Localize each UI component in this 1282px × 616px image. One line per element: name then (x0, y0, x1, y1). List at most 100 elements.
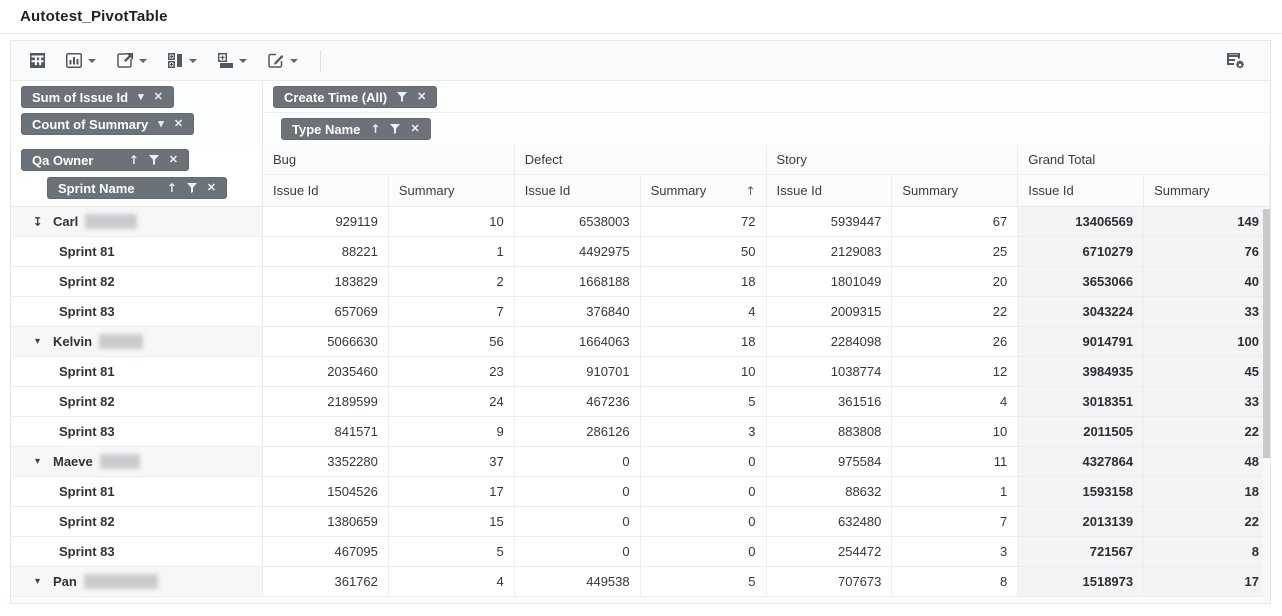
value-cell[interactable]: 1 (389, 237, 515, 266)
value-cell[interactable]: 18 (641, 267, 767, 296)
grand-total-cell[interactable]: 3043224 (1018, 297, 1144, 326)
row-header-cell[interactable]: Sprint 81 (11, 477, 263, 506)
value-cell[interactable]: 632480 (767, 507, 893, 536)
close-icon[interactable]: ✕ (417, 92, 426, 103)
field-chip-create-time[interactable]: Create Time (All) ✕ (273, 86, 437, 108)
row-header-cell[interactable]: ▾Maeve (11, 447, 263, 476)
caret-down-icon[interactable]: ▾ (158, 119, 164, 130)
value-cell[interactable]: 2009315 (767, 297, 893, 326)
column-group-defect[interactable]: Defect (515, 145, 767, 175)
value-cell[interactable]: 26 (892, 327, 1018, 356)
grand-total-cell[interactable]: 149 (1144, 207, 1270, 236)
value-cell[interactable]: 2 (389, 267, 515, 296)
row-header-cell[interactable]: Sprint 83 (11, 297, 263, 326)
column-header-defect-summary[interactable]: Summary↑ (641, 175, 767, 206)
value-cell[interactable]: 4 (892, 387, 1018, 416)
row-header-cell[interactable]: ↧Carl (11, 207, 263, 236)
value-cell[interactable]: 4 (389, 567, 515, 596)
grand-total-cell[interactable]: 1593158 (1018, 477, 1144, 506)
value-cell[interactable]: 18 (641, 327, 767, 356)
filter-icon[interactable] (149, 155, 159, 165)
column-header-story-summary[interactable]: Summary (892, 175, 1018, 206)
value-cell[interactable]: 2129083 (767, 237, 893, 266)
value-cell[interactable]: 1801049 (767, 267, 893, 296)
sort-up-icon[interactable]: ↑ (167, 182, 177, 194)
grand-total-cell[interactable]: 22 (1144, 507, 1270, 536)
grand-total-cell[interactable]: 6710279 (1018, 237, 1144, 266)
grand-total-cell[interactable]: 22 (1144, 417, 1270, 446)
row-header-cell[interactable]: ▾Kelvin (11, 327, 263, 356)
column-header-grand-total-summary[interactable]: Summary (1144, 175, 1270, 206)
grand-total-cell[interactable]: 45 (1144, 357, 1270, 386)
value-cell[interactable]: 10 (389, 207, 515, 236)
column-header-defect-issue-id[interactable]: Issue Id (515, 175, 641, 206)
field-chip-sprint-name[interactable]: Sprint Name ↑ ✕ (47, 177, 227, 199)
value-cell[interactable]: 24 (389, 387, 515, 416)
value-cell[interactable]: 6538003 (515, 207, 641, 236)
value-cell[interactable]: 7 (389, 297, 515, 326)
value-cell[interactable]: 15 (389, 507, 515, 536)
value-cell[interactable]: 361762 (263, 567, 389, 596)
value-cell[interactable]: 17 (389, 477, 515, 506)
grand-total-cell[interactable]: 13406569 (1018, 207, 1144, 236)
value-cell[interactable]: 56 (389, 327, 515, 356)
column-header-bug-summary[interactable]: Summary (389, 175, 515, 206)
value-cell[interactable]: 2035460 (263, 357, 389, 386)
value-cell[interactable]: 361516 (767, 387, 893, 416)
sort-up-icon[interactable]: ↑ (370, 123, 380, 135)
value-cell[interactable]: 50 (641, 237, 767, 266)
value-cell[interactable]: 0 (515, 507, 641, 536)
filter-icon[interactable] (397, 92, 407, 102)
grand-total-cell[interactable]: 2013139 (1018, 507, 1144, 536)
value-cell[interactable]: 0 (641, 537, 767, 566)
value-cell[interactable]: 25 (892, 237, 1018, 266)
value-cell[interactable]: 910701 (515, 357, 641, 386)
value-cell[interactable]: 5 (641, 567, 767, 596)
row-header-cell[interactable]: Sprint 82 (11, 387, 263, 416)
grand-total-cell[interactable]: 40 (1144, 267, 1270, 296)
value-cell[interactable]: 467095 (263, 537, 389, 566)
value-cell[interactable]: 254472 (767, 537, 893, 566)
value-cell[interactable]: 707673 (767, 567, 893, 596)
value-cell[interactable]: 88632 (767, 477, 893, 506)
value-cell[interactable]: 975584 (767, 447, 893, 476)
column-header-grand-total-issue-id[interactable]: Issue Id (1018, 175, 1144, 206)
value-cell[interactable]: 0 (515, 447, 641, 476)
value-cell[interactable]: 2284098 (767, 327, 893, 356)
value-cell[interactable]: 1664063 (515, 327, 641, 356)
row-header-cell[interactable]: Sprint 81 (11, 237, 263, 266)
edit-mode-button[interactable] (261, 47, 305, 74)
vertical-scrollbar[interactable] (1263, 207, 1270, 603)
collapse-group-icon[interactable]: ▾ (30, 336, 45, 347)
grand-total-cell[interactable]: 4327864 (1018, 447, 1144, 476)
value-cell[interactable]: 88221 (263, 237, 389, 266)
value-cell[interactable]: 5 (389, 537, 515, 566)
value-cell[interactable]: 1504526 (263, 477, 389, 506)
value-cell[interactable]: 20 (892, 267, 1018, 296)
grand-total-cell[interactable]: 1518973 (1018, 567, 1144, 596)
value-cell[interactable]: 4492975 (515, 237, 641, 266)
column-group-grand-total[interactable]: Grand Total (1018, 145, 1270, 175)
value-cell[interactable]: 11 (892, 447, 1018, 476)
value-cell[interactable]: 23 (389, 357, 515, 386)
collapse-fields-button[interactable] (211, 47, 254, 74)
row-header-cell[interactable]: Sprint 82 (11, 507, 263, 536)
field-chip-sum-of-issue-id[interactable]: Sum of Issue Id ▾ ✕ (21, 86, 174, 108)
value-cell[interactable]: 657069 (263, 297, 389, 326)
value-cell[interactable]: 3352280 (263, 447, 389, 476)
pivot-grid-button[interactable] (23, 47, 52, 74)
value-cell[interactable]: 4 (641, 297, 767, 326)
grand-total-cell[interactable]: 33 (1144, 297, 1270, 326)
value-cell[interactable]: 3 (641, 417, 767, 446)
field-panel-button[interactable] (161, 47, 204, 74)
grand-total-cell[interactable]: 76 (1144, 237, 1270, 266)
vertical-scrollbar-thumb[interactable] (1263, 209, 1270, 458)
column-header-bug-issue-id[interactable]: Issue Id (263, 175, 389, 206)
field-chip-count-of-summary[interactable]: Count of Summary ▾ ✕ (21, 113, 194, 135)
value-cell[interactable]: 72 (641, 207, 767, 236)
value-cell[interactable]: 0 (641, 447, 767, 476)
value-cell[interactable]: 467236 (515, 387, 641, 416)
grand-total-cell[interactable]: 3653066 (1018, 267, 1144, 296)
value-cell[interactable]: 286126 (515, 417, 641, 446)
close-icon[interactable]: ✕ (174, 119, 183, 130)
